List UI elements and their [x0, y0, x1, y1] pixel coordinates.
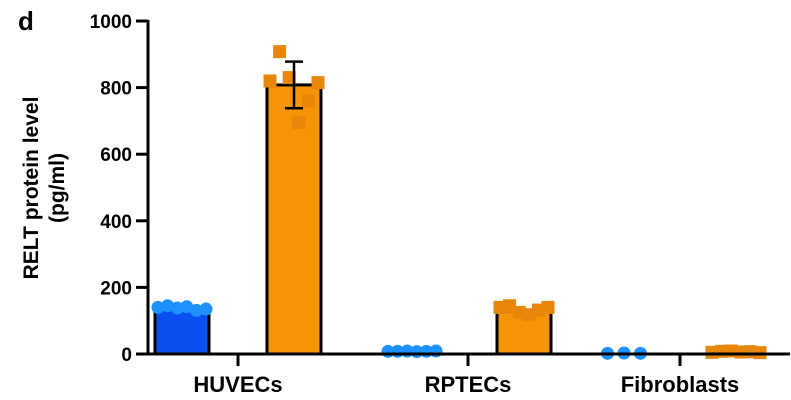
bar-series2-huvecs: [265, 83, 323, 356]
y-tick-label-4: 800: [100, 79, 132, 100]
error-bars: [285, 60, 303, 110]
y-axis-title-line1: RELT protein level: [20, 97, 43, 280]
point-series1-huvecs-0: [151, 300, 165, 314]
point-series2-huvecs-1: [273, 45, 287, 59]
point-series2-huvecs-3: [292, 116, 306, 130]
x-axis: HUVECs RPTECs Fibroblasts: [148, 352, 790, 397]
y-tick-label-5: 1000: [90, 12, 132, 33]
y-axis: 0 200 400 600 800 1000: [90, 12, 150, 366]
x-tick-label-2: Fibroblasts: [621, 372, 740, 397]
bar-series1-huvecs: [153, 306, 211, 356]
x-tick-label-1: RPTECs: [425, 372, 512, 397]
point-series1-huvecs-4: [189, 303, 203, 317]
y-tick-label-3: 600: [100, 145, 132, 166]
x-tick-label-0: HUVECs: [193, 372, 282, 397]
panel-label: d: [18, 6, 34, 36]
point-series1-huvecs-5: [199, 302, 213, 316]
y-axis-title-line2: (pg/ml): [46, 153, 69, 223]
point-series2-huvecs-5: [311, 76, 325, 90]
y-tick-label-1: 200: [100, 278, 132, 299]
point-series2-huvecs-0: [263, 74, 277, 88]
y-tick-label-0: 0: [121, 345, 132, 366]
point-series1-rptecs-5: [429, 344, 443, 358]
bars: [153, 83, 765, 356]
y-tick-label-2: 400: [100, 212, 132, 233]
point-series2-huvecs-2: [282, 71, 296, 85]
y-axis-title: RELT protein level (pg/ml): [20, 97, 69, 280]
point-series2-huvecs-4: [301, 94, 315, 108]
point-series2-rptecs-5: [541, 300, 555, 314]
data-points: [151, 45, 767, 360]
point-series1-huvecs-2: [170, 301, 184, 315]
